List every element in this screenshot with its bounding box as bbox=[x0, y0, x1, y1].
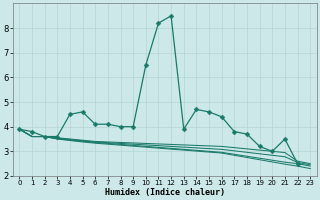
X-axis label: Humidex (Indice chaleur): Humidex (Indice chaleur) bbox=[105, 188, 225, 197]
